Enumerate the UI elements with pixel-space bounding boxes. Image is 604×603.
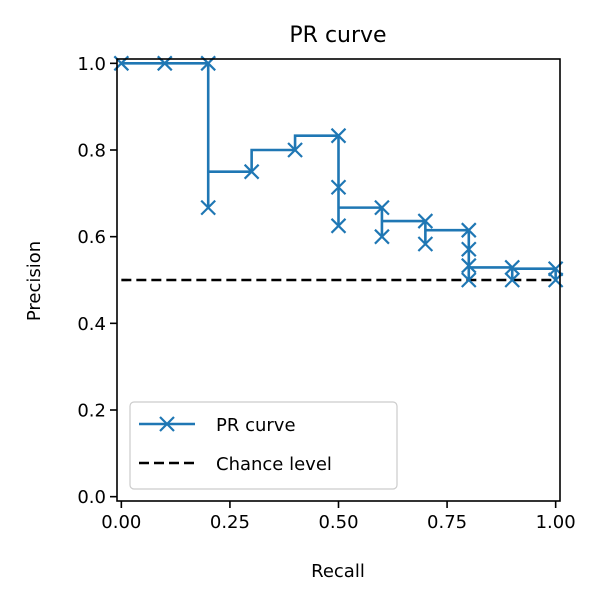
pr-curve-point [287, 142, 303, 158]
legend-marker-x-icon [159, 416, 175, 432]
y-tick-label: 0.4 [77, 314, 106, 335]
x-axis-label: Recall [311, 561, 365, 582]
pr-curve-point [243, 163, 260, 180]
pr-curve-point [461, 241, 477, 258]
pr-curve-point [417, 236, 434, 252]
y-tick-label: 0.6 [77, 227, 106, 248]
pr-curve-point [374, 199, 390, 216]
x-tick-label: 0.25 [210, 512, 250, 533]
y-tick-label: 1.0 [77, 54, 106, 75]
pr-curve-point [461, 272, 477, 288]
y-axis: 0.0 0.2 0.4 0.6 0.8 1.0 [77, 54, 117, 508]
pr-curve-point [461, 222, 477, 238]
legend-box [129, 401, 398, 490]
chart-title: PR curve [289, 23, 386, 48]
pr-curve-point [330, 179, 347, 196]
y-tick-label: 0.0 [77, 487, 106, 508]
x-axis: 0.00 0.25 0.50 0.75 1.00 [101, 501, 576, 533]
pr-curve-point [374, 228, 390, 245]
legend: PR curve Chance level [129, 401, 398, 490]
y-tick-label: 0.2 [77, 401, 106, 422]
pr-curve-line [121, 62, 557, 280]
pr-curve-point [330, 127, 347, 144]
plot-area [113, 55, 564, 288]
y-tick-label: 0.8 [77, 141, 106, 162]
pr-curve-point [504, 272, 521, 288]
legend-label-chance-level: Chance level [216, 454, 332, 475]
legend-item-chance-level: Chance level [139, 454, 332, 475]
x-tick-label: 1.00 [536, 512, 576, 533]
pr-curve-point [330, 218, 347, 234]
legend-label-pr-curve: PR curve [216, 415, 296, 436]
pr-curve-point [504, 259, 521, 276]
pr-curve-point [461, 257, 477, 274]
legend-item-pr-curve: PR curve [139, 415, 296, 436]
x-tick-label: 0.50 [318, 512, 358, 533]
y-axis-label: Precision [24, 241, 45, 321]
x-tick-label: 0.00 [101, 512, 141, 533]
pr-curve-point [200, 199, 216, 216]
x-tick-label: 0.75 [427, 512, 467, 533]
pr-curve-point [417, 213, 434, 229]
